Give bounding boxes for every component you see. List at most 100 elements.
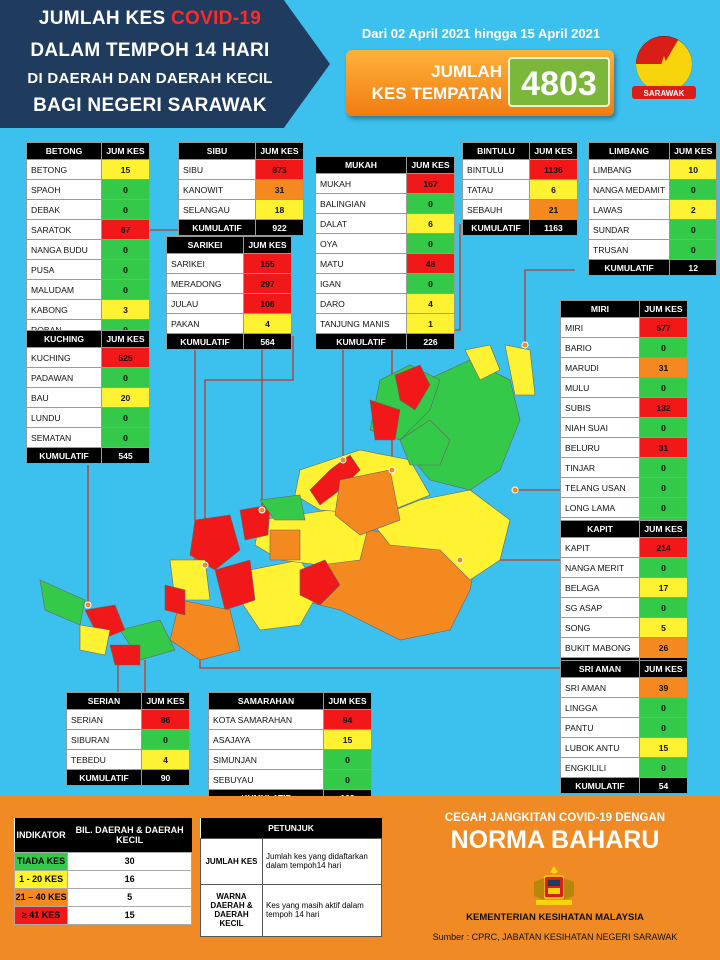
table-row: BETONG 15	[26, 159, 150, 180]
district-name: SERIAN	[66, 709, 142, 730]
case-count: 20	[101, 387, 150, 408]
division-name: KAPIT	[560, 520, 640, 538]
table-row: SUBIS 132	[560, 397, 688, 418]
case-count: 0	[639, 717, 688, 738]
table-row: JULAU 108	[166, 293, 292, 314]
map-sarikei-region	[189, 514, 241, 571]
case-count: 297	[243, 273, 292, 294]
district-name: LIMBANG	[587, 159, 671, 180]
district-name: BINTULU	[462, 159, 530, 180]
map-kapit-town	[299, 559, 341, 606]
map-dot-bintulu	[388, 466, 396, 474]
column-header: JUM KES	[323, 692, 372, 710]
table-row: SIBURAN 0	[66, 729, 190, 750]
column-header: JUM KES	[669, 142, 718, 160]
map-saratok-region	[164, 584, 186, 616]
table-row: PANTU 0	[560, 717, 688, 738]
district-name: SRI AMAN	[560, 677, 640, 698]
map-dot-kapit	[456, 556, 464, 564]
legend-indicator: ≥ 41 KES	[13, 905, 69, 925]
district-name: NIAH SUAI	[560, 417, 640, 438]
map-lundu-region	[39, 579, 86, 626]
total-row: KUMULATIF 54	[560, 777, 688, 794]
case-count: 0	[406, 193, 455, 214]
total-value: 12	[669, 259, 718, 276]
title-covid: COVID-19	[171, 8, 262, 29]
legend-table: INDIKATOR BIL. DAERAH & DAERAH KECIL TIA…	[13, 818, 192, 925]
title-line-3: DI DAERAH DAN DAERAH KECIL	[27, 70, 273, 87]
table-row: MALUDAM 0	[26, 279, 150, 300]
table-row: DALAT 6	[315, 213, 455, 234]
district-name: SIBU	[178, 159, 256, 180]
district-name: SELANGAU	[178, 199, 256, 220]
total-value: 90	[141, 769, 190, 786]
case-count: 1	[406, 313, 455, 334]
case-count: 5	[639, 617, 688, 638]
case-count: 67	[101, 219, 150, 240]
table-row: MATU 48	[315, 253, 455, 274]
column-header: JUM KES	[141, 692, 190, 710]
table-row: OYA 0	[315, 233, 455, 254]
district-name: SUNDAR	[587, 219, 671, 240]
district-name: DALAT	[315, 213, 407, 234]
malaysia-crest-icon	[534, 866, 574, 905]
column-header: JUM KES	[529, 142, 578, 160]
table-row: KABONG 3	[26, 299, 150, 320]
district-name: ENGKILILI	[560, 757, 640, 778]
district-name: BUKIT MABONG	[560, 637, 640, 658]
district-name: MULU	[560, 377, 640, 398]
district-name: JULAU	[166, 293, 244, 314]
district-name: BALINGIAN	[315, 193, 407, 214]
district-name: SEMATAN	[26, 427, 102, 448]
petunjuk-key-2: WARNA DAERAH & DAERAH KECIL	[200, 883, 263, 937]
column-header: JUM KES	[101, 330, 150, 348]
district-name: TINJAR	[560, 457, 640, 478]
district-name: SG ASAP	[560, 597, 640, 618]
map-sriaman-region	[169, 599, 241, 661]
district-name: KUCHING	[26, 347, 102, 368]
table-row: LONG LAMA 0	[560, 497, 688, 518]
column-header: JUM KES	[101, 142, 150, 160]
case-count: 31	[639, 437, 688, 458]
district-name: MERADONG	[166, 273, 244, 294]
table-row: TEBEDU 4	[66, 749, 190, 770]
case-count: 0	[639, 417, 688, 438]
table-row: SIBU 873	[178, 159, 304, 180]
table-row: TELANG USAN 0	[560, 477, 688, 498]
column-header: JUM KES	[243, 236, 292, 254]
district-table-mukah: MUKAH JUM KES MUKAH 167 BALINGIAN 0 DALAT 6 OYA 0…	[315, 156, 455, 350]
division-name: MIRI	[560, 300, 640, 318]
case-count: 0	[669, 239, 718, 260]
table-row: SONG 5	[560, 617, 688, 638]
case-count: 6	[406, 213, 455, 234]
case-count: 4	[406, 293, 455, 314]
case-count: 0	[101, 199, 150, 220]
map-marudi-region	[399, 419, 451, 466]
legend-indicator: TIADA KES	[13, 851, 69, 871]
map-mukah-region	[259, 494, 306, 521]
district-name: PAKAN	[166, 313, 244, 334]
table-row: LUBOK ANTU 15	[560, 737, 688, 758]
case-count: 0	[101, 427, 150, 448]
district-name: DARO	[315, 293, 407, 314]
total-row: KUMULATIF 564	[166, 333, 292, 350]
district-name: SPAOH	[26, 179, 102, 200]
legend-count: 16	[67, 869, 192, 889]
district-name: KABONG	[26, 299, 102, 320]
case-count: 3	[101, 299, 150, 320]
division-name: SARIKEI	[166, 236, 244, 254]
legend-row: TIADA KES 30	[13, 851, 192, 871]
legend-count: 30	[67, 851, 192, 871]
title-line-2: DALAM TEMPOH 14 HARI	[30, 40, 270, 61]
map-sebauh-region	[334, 469, 401, 536]
table-row: SEBUYAU 0	[208, 769, 372, 790]
footer-source: Sumber : CPRC, JABATAN KESIHATAN NEGERI …	[432, 932, 678, 942]
total-row: KUMULATIF 922	[178, 219, 304, 236]
map-dot-mukah	[339, 456, 347, 464]
total-row: KUMULATIF 545	[26, 447, 150, 464]
map-kanowit-region	[269, 529, 301, 561]
case-count: 15	[639, 737, 688, 758]
division-name: SAMARAHAN	[208, 692, 324, 710]
table-row: SUNDAR 0	[587, 219, 718, 240]
map-belaga-region	[369, 489, 511, 581]
